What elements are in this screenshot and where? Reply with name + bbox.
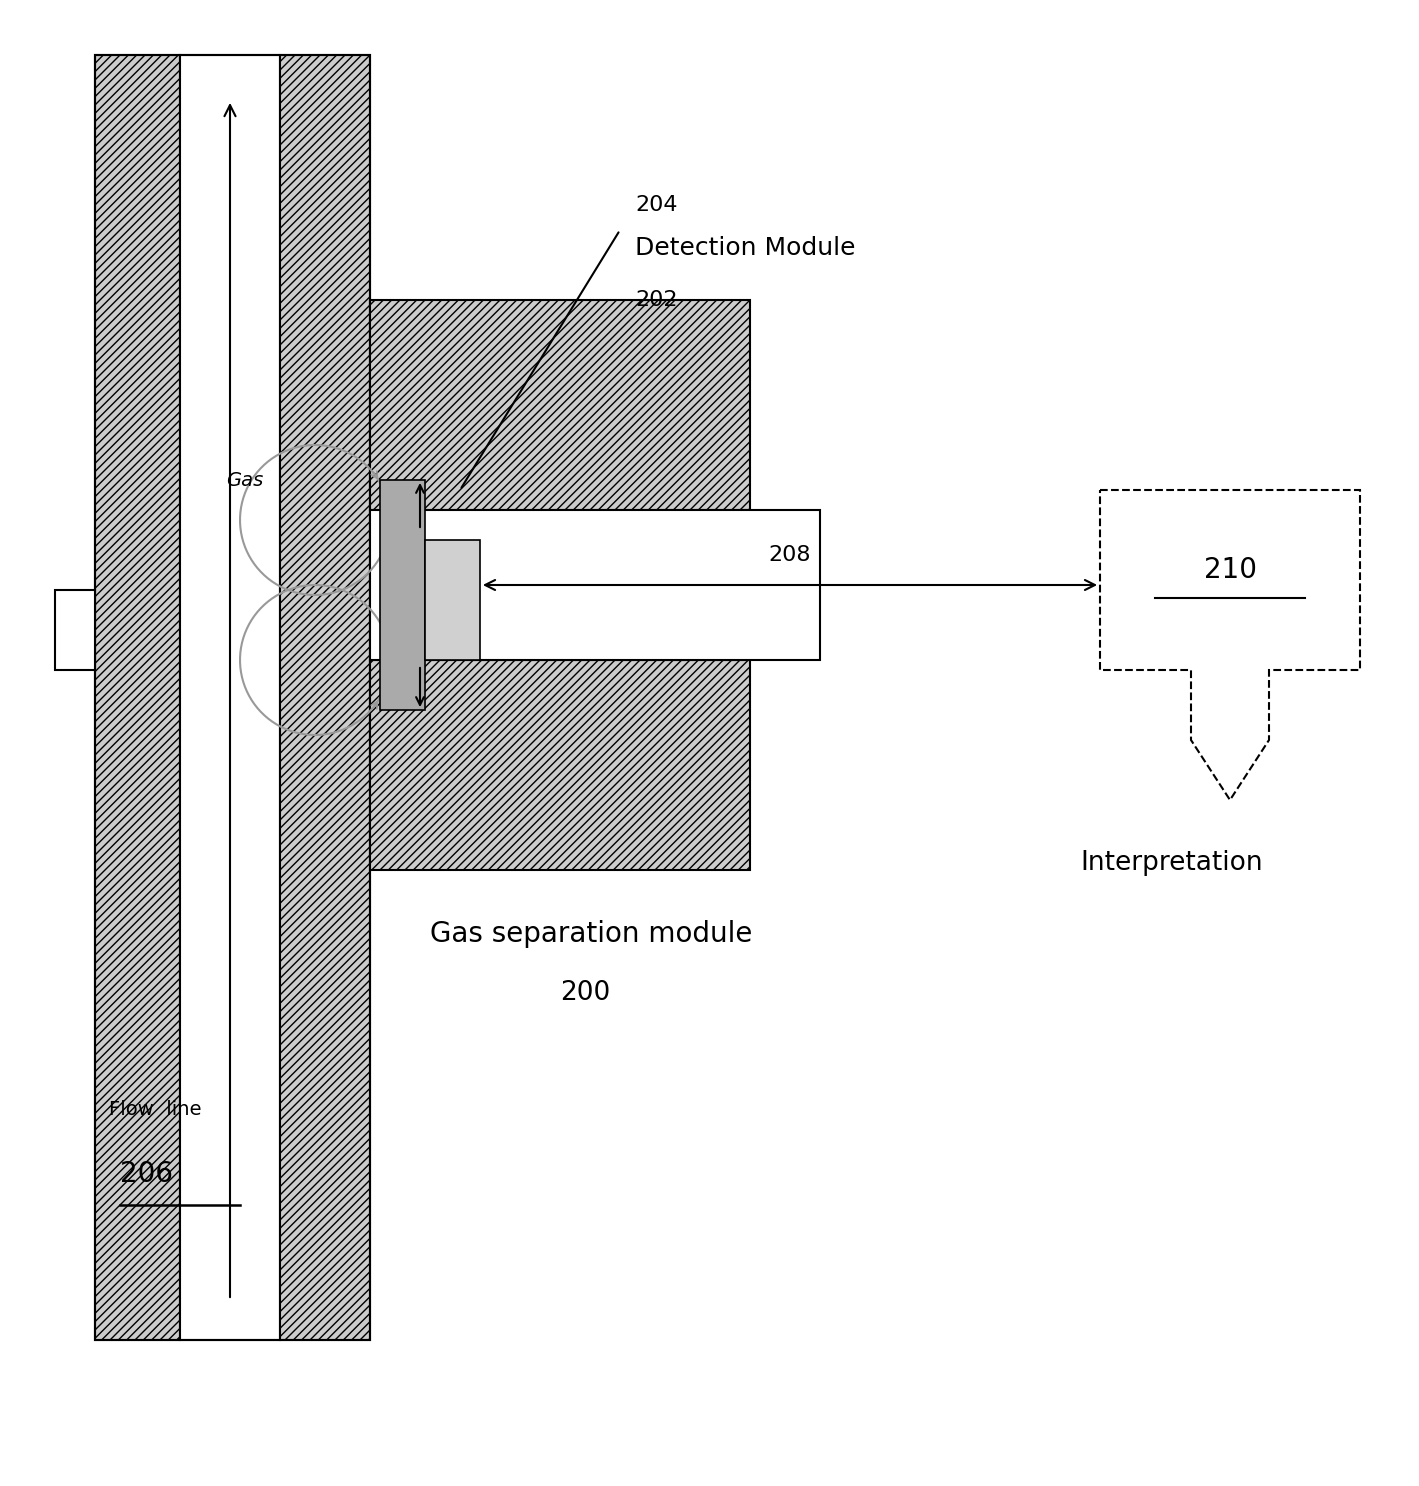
Bar [426, 539, 480, 660]
Bar [370, 300, 751, 510]
Text: 202: 202 [634, 290, 677, 311]
Text: 210: 210 [1203, 556, 1256, 584]
Text: 208: 208 [769, 545, 812, 565]
Polygon shape [1100, 490, 1359, 799]
Bar [95, 55, 180, 1340]
Text: 204: 204 [634, 195, 677, 215]
Text: Gas separation module: Gas separation module [430, 920, 752, 948]
Bar [370, 660, 751, 869]
Text: Gas: Gas [227, 471, 264, 490]
Bar [380, 480, 426, 710]
Text: 200: 200 [561, 979, 610, 1006]
Text: Interpretation: Interpretation [1080, 850, 1263, 877]
Text: Flow  line: Flow line [109, 1100, 201, 1119]
Bar [280, 55, 370, 1340]
Bar [180, 55, 280, 1340]
Text: 206: 206 [121, 1161, 173, 1187]
Bar [95, 55, 370, 1340]
Bar [370, 510, 820, 660]
Bar [55, 590, 95, 670]
Text: Detection Module: Detection Module [634, 236, 856, 260]
